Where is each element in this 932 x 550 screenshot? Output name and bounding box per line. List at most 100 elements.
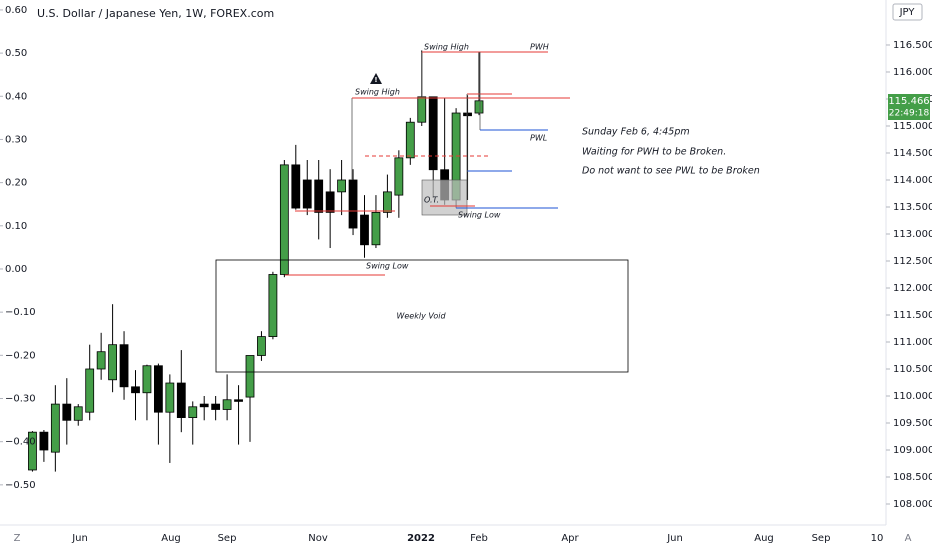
y2-tick-label: −0.10: [5, 307, 36, 318]
annotation: Swing High: [424, 43, 469, 52]
price-label: 115.466: [888, 96, 929, 107]
annotation: Swing Low: [458, 211, 501, 220]
candle-body: [131, 386, 140, 394]
corner-button[interactable]: A: [905, 533, 912, 544]
y-tick-label: 110.500: [893, 364, 932, 375]
y-tick-label: 109.000: [893, 445, 932, 456]
candle-body: [108, 344, 117, 381]
candle-body: [268, 274, 278, 337]
candle-body: [142, 365, 152, 394]
note: Do not want to see PWL to be Broken: [582, 166, 760, 177]
x-tick-label: 2022: [407, 533, 435, 544]
x-tick-label: 10: [871, 533, 884, 544]
candle-body: [119, 344, 129, 388]
note: Sunday Feb 6, 4:45pm: [582, 127, 690, 138]
candle-body: [302, 179, 312, 209]
annotation: O.T.: [424, 196, 439, 205]
y-tick-label: 113.500: [893, 202, 932, 213]
candle-body: [394, 157, 404, 196]
candle-body: [153, 365, 163, 413]
x-tick-label: Jun: [71, 533, 88, 544]
y-tick-label: 114.000: [893, 175, 932, 186]
candle-body: [234, 399, 243, 402]
annotation: Swing High: [355, 88, 400, 97]
y-tick-label: 116.500: [893, 40, 932, 51]
y-tick-label: 113.000: [893, 229, 932, 240]
annotations: Swing High Swing High PWH PWL Swing Low …: [355, 43, 760, 321]
y2-tick-label: −0.30: [5, 393, 36, 404]
y2-tick-label: 0.20: [5, 178, 27, 189]
candle-body: [382, 191, 392, 213]
candle-body: [371, 211, 381, 246]
candle-body: [73, 406, 83, 421]
y-tick-label: 112.000: [893, 283, 932, 294]
x-tick-label: Aug: [754, 533, 774, 544]
candle-body: [348, 179, 358, 229]
y-tick-label: 115.000: [893, 121, 932, 132]
y2-tick-label: 0.50: [5, 48, 27, 59]
candle-body: [314, 179, 324, 213]
note: Waiting for PWH to be Broken.: [582, 147, 726, 158]
candle-body: [50, 403, 60, 453]
annotation: Swing Low: [366, 262, 409, 271]
void-box: [215, 259, 629, 373]
x-tick-label: Sep: [218, 533, 237, 544]
candle-body: [325, 191, 335, 213]
candle-body: [176, 382, 186, 418]
candle-body: [85, 368, 95, 413]
candle-body: [360, 214, 369, 246]
y2-tick-label: −0.40: [5, 437, 36, 448]
warning-mark: !: [374, 76, 377, 84]
y2-tick-label: 0.60: [5, 5, 27, 16]
y2-tick-label: 0.30: [5, 134, 27, 145]
candle-body: [257, 336, 266, 356]
y2-tick-label: 0.10: [5, 221, 27, 232]
candle-body: [474, 100, 484, 114]
candle-body: [279, 164, 289, 275]
candle-body: [405, 121, 415, 159]
candle-body: [39, 431, 49, 451]
candle-body: [337, 179, 347, 193]
x-tick-label: Nov: [308, 533, 328, 544]
candle-body: [428, 96, 438, 171]
x-tick-label: Aug: [161, 533, 181, 544]
y-tick-label: 110.000: [893, 391, 932, 402]
candle-body: [188, 406, 198, 418]
candle-body: [245, 355, 255, 398]
candle-body: [199, 403, 209, 408]
drawings: !: [215, 51, 629, 373]
y-tick-label: 114.500: [893, 148, 932, 159]
currency: JPY: [899, 7, 916, 18]
currency-box: [892, 3, 923, 21]
x-tick-label: Apr: [561, 533, 579, 544]
candle-body: [96, 351, 106, 370]
price-label-box: [888, 94, 930, 120]
x-tick-label: Sep: [812, 533, 831, 544]
candle-body: [463, 112, 472, 117]
chart-title: U.S. Dollar / Japanese Yen, 1W, FOREX.co…: [37, 7, 274, 20]
annotation: Weekly Void: [396, 312, 446, 321]
corner-button[interactable]: Z: [14, 533, 21, 544]
candle-body: [417, 96, 427, 123]
candle-body: [291, 164, 301, 209]
warning-icon: [370, 73, 382, 84]
axes: 116.500116.000115.500115.000114.500114.0…: [0, 5, 932, 544]
y2-tick-label: −0.20: [5, 350, 36, 361]
y2-tick-label: 0.00: [5, 264, 27, 275]
candle-body: [62, 403, 72, 421]
y-tick-label: 116.000: [893, 67, 932, 78]
countdown: 22:49:18: [889, 109, 930, 119]
ot-box: [421, 179, 468, 216]
y2-tick-label: −0.50: [5, 480, 36, 491]
x-tick-label: Jun: [666, 533, 683, 544]
y-tick-label: 111.000: [893, 337, 932, 348]
y-tick-label: 108.000: [893, 499, 932, 510]
candle-body: [165, 382, 175, 413]
y-tick-label: 111.500: [893, 310, 932, 321]
annotation: PWL: [530, 134, 547, 143]
x-tick-label: Feb: [470, 533, 488, 544]
candle-body: [222, 399, 232, 410]
annotation: PWH: [530, 43, 549, 52]
